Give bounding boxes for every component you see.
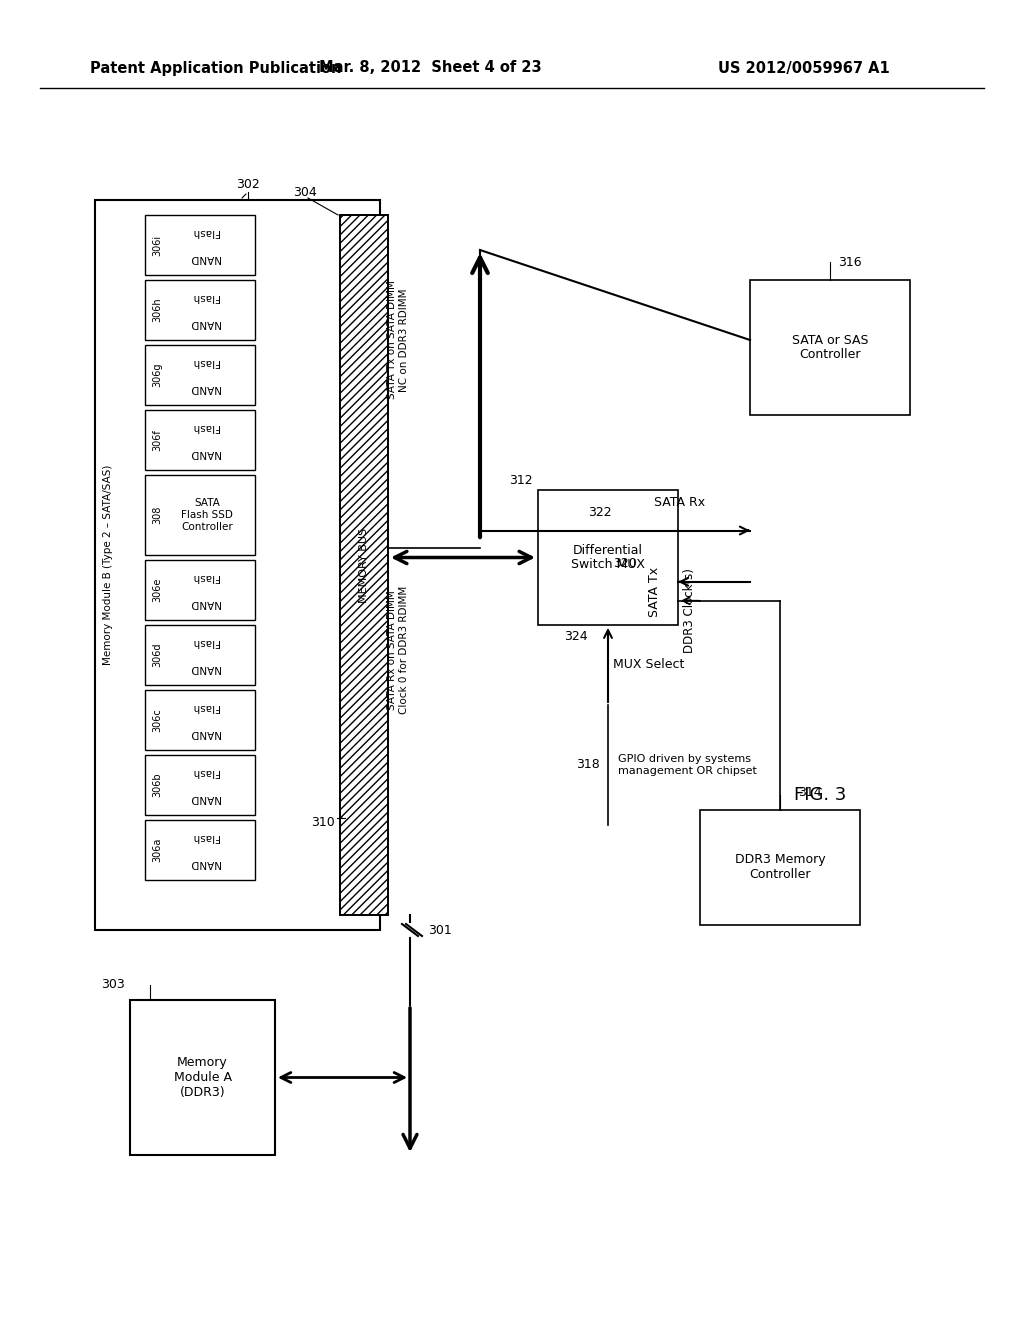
Text: 303: 303 — [101, 978, 125, 991]
Text: 302: 302 — [237, 178, 260, 191]
Bar — [340, 215, 388, 915]
Text: Flash: Flash — [191, 702, 219, 711]
Text: NAND: NAND — [189, 729, 220, 738]
Text: NAND: NAND — [189, 598, 220, 609]
Text: SATA or SAS
Controller: SATA or SAS Controller — [792, 334, 868, 362]
Bar — [145, 475, 255, 554]
Bar — [95, 201, 380, 931]
Bar — [145, 345, 255, 405]
Text: Flash: Flash — [191, 356, 219, 367]
Text: 306i: 306i — [152, 235, 162, 256]
Text: Flash: Flash — [191, 636, 219, 647]
Text: 306g: 306g — [152, 363, 162, 387]
Text: MEMORY BUS: MEMORY BUS — [359, 528, 369, 602]
Text: NAND: NAND — [189, 858, 220, 869]
Text: 306a: 306a — [152, 838, 162, 862]
Text: Flash: Flash — [191, 572, 219, 582]
Text: 306h: 306h — [152, 298, 162, 322]
Text: NAND: NAND — [189, 383, 220, 393]
Text: 324: 324 — [564, 631, 588, 644]
Text: SATA Tx on SATA DIMM
NC on DDR3 RDIMM: SATA Tx on SATA DIMM NC on DDR3 RDIMM — [387, 281, 409, 400]
Text: SATA Tx: SATA Tx — [648, 566, 662, 616]
Text: 320: 320 — [613, 557, 637, 570]
Text: MUX Select: MUX Select — [613, 659, 684, 672]
Text: Flash: Flash — [191, 767, 219, 776]
Text: Mar. 8, 2012  Sheet 4 of 23: Mar. 8, 2012 Sheet 4 of 23 — [318, 61, 542, 75]
Text: 318: 318 — [577, 759, 600, 771]
Text: Flash: Flash — [191, 292, 219, 302]
Text: FIG. 3: FIG. 3 — [794, 785, 846, 804]
Bar — [750, 280, 910, 414]
Text: Memory
Module A
(DDR3): Memory Module A (DDR3) — [173, 1056, 231, 1100]
Text: 306b: 306b — [152, 772, 162, 797]
Text: Differential
Switch MUX: Differential Switch MUX — [571, 544, 645, 572]
Bar — [538, 490, 678, 624]
Text: Memory Module B (Type 2 – SATA/SAS): Memory Module B (Type 2 – SATA/SAS) — [103, 465, 113, 665]
Text: 312: 312 — [509, 474, 534, 487]
Bar — [145, 560, 255, 620]
Text: Flash: Flash — [191, 422, 219, 432]
Text: DDR3 Clock(s): DDR3 Clock(s) — [683, 569, 696, 653]
Text: 306c: 306c — [152, 708, 162, 731]
Bar — [145, 820, 255, 880]
Text: 308: 308 — [152, 506, 162, 524]
Text: SATA Rx: SATA Rx — [654, 496, 706, 510]
Bar — [130, 1001, 275, 1155]
Text: 306d: 306d — [152, 643, 162, 667]
Text: 314: 314 — [798, 785, 822, 799]
Text: 306f: 306f — [152, 429, 162, 451]
Text: NAND: NAND — [189, 793, 220, 803]
Text: SATA Rx on SATA DIMM
Clock 0 for DDR3 RDIMM: SATA Rx on SATA DIMM Clock 0 for DDR3 RD… — [387, 586, 409, 714]
Bar — [700, 810, 860, 925]
Bar — [340, 215, 388, 915]
Bar — [145, 690, 255, 750]
Text: 310: 310 — [311, 816, 335, 829]
Text: 316: 316 — [839, 256, 862, 268]
Text: 306e: 306e — [152, 578, 162, 602]
Text: 322: 322 — [588, 506, 611, 519]
Text: NAND: NAND — [189, 663, 220, 673]
Text: 304: 304 — [293, 186, 316, 198]
Bar — [145, 411, 255, 470]
Text: US 2012/0059967 A1: US 2012/0059967 A1 — [718, 61, 890, 75]
Bar — [145, 280, 255, 341]
Text: NAND: NAND — [189, 253, 220, 263]
Text: Patent Application Publication: Patent Application Publication — [90, 61, 341, 75]
Text: DDR3 Memory
Controller: DDR3 Memory Controller — [734, 854, 825, 882]
Text: SATA
Flash SSD
Controller: SATA Flash SSD Controller — [181, 499, 232, 532]
Text: GPIO driven by systems
management OR chipset: GPIO driven by systems management OR chi… — [618, 754, 757, 776]
Text: Flash: Flash — [191, 227, 219, 236]
Text: NAND: NAND — [189, 318, 220, 329]
Bar — [145, 755, 255, 814]
Text: 301: 301 — [428, 924, 452, 936]
Text: Flash: Flash — [191, 832, 219, 842]
Text: NAND: NAND — [189, 449, 220, 458]
Bar — [145, 624, 255, 685]
Bar — [145, 215, 255, 275]
